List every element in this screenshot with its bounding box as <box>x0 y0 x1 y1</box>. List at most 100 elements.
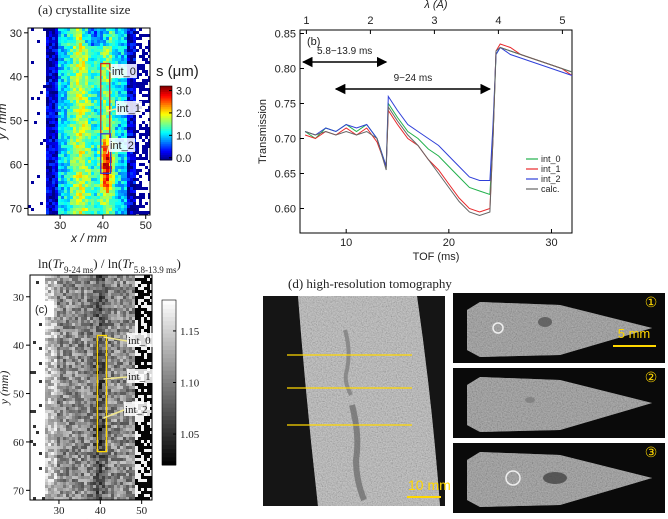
pixel <box>133 178 136 181</box>
pixel <box>54 314 57 317</box>
pixel <box>115 193 118 196</box>
pixel <box>91 121 94 124</box>
pixel <box>118 190 121 193</box>
pixel <box>141 449 144 452</box>
pixel <box>61 175 64 178</box>
pixel <box>88 103 91 106</box>
pixel <box>121 40 124 43</box>
pixel <box>63 338 66 341</box>
pixel <box>58 61 61 64</box>
pixel <box>99 386 102 389</box>
pixel <box>61 82 64 85</box>
pixel <box>73 211 76 214</box>
pixel <box>135 320 138 323</box>
pixel <box>105 332 108 335</box>
pixel <box>115 181 118 184</box>
pixel <box>73 109 76 112</box>
pixel <box>69 497 72 500</box>
pixel <box>147 494 150 497</box>
pixel <box>127 199 130 202</box>
pixel <box>57 344 60 347</box>
pixel <box>111 464 114 467</box>
pixel <box>117 389 120 392</box>
pixel <box>96 278 99 281</box>
pixel <box>120 302 123 305</box>
pixel <box>43 139 46 142</box>
pixel <box>123 296 126 299</box>
pixel <box>54 434 57 437</box>
pixel <box>126 491 129 494</box>
pixel <box>129 467 132 470</box>
pixel <box>96 491 99 494</box>
pixel <box>69 419 72 422</box>
pixel <box>150 452 152 455</box>
pixel <box>129 329 132 332</box>
pixel <box>61 169 64 172</box>
pixel <box>52 163 55 166</box>
pixel <box>49 130 52 133</box>
pixel <box>55 133 58 136</box>
pixel <box>102 386 105 389</box>
pixel <box>52 55 55 58</box>
pixel <box>63 461 66 464</box>
pixel <box>75 338 78 341</box>
pixel <box>61 172 64 175</box>
pixel <box>75 413 78 416</box>
pixel <box>115 205 118 208</box>
pixel <box>91 106 94 109</box>
pixel <box>90 428 93 431</box>
pixel <box>130 178 133 181</box>
pixel <box>58 118 61 121</box>
colorbar-segment <box>160 156 172 159</box>
pixel <box>97 28 100 31</box>
pixel <box>75 356 78 359</box>
pixel <box>58 163 61 166</box>
pixel <box>67 67 70 70</box>
pixel <box>124 160 127 163</box>
pixel <box>52 106 55 109</box>
pixel <box>55 61 58 64</box>
pixel <box>117 494 120 497</box>
pixel <box>93 482 96 485</box>
pixel <box>67 208 70 211</box>
pixel <box>115 55 118 58</box>
pixel <box>129 392 132 395</box>
pixel <box>61 43 64 46</box>
pixel <box>76 127 79 130</box>
pixel <box>112 79 115 82</box>
pixel <box>67 136 70 139</box>
pixel <box>52 130 55 133</box>
pixel <box>114 404 117 407</box>
pixel <box>148 55 150 58</box>
pixel <box>144 419 147 422</box>
pixel <box>142 88 145 91</box>
pixel <box>63 389 66 392</box>
pixel <box>45 398 48 401</box>
pixel <box>93 350 96 353</box>
pixel <box>126 329 129 332</box>
pixel <box>130 154 133 157</box>
pixel <box>97 160 100 163</box>
pixel <box>124 94 127 97</box>
pixel <box>99 287 102 290</box>
pixel <box>79 130 82 133</box>
pixel <box>69 275 72 278</box>
pixel <box>57 476 60 479</box>
pixel <box>72 407 75 410</box>
pixel <box>76 121 79 124</box>
pixel <box>48 374 51 377</box>
pixel <box>79 37 82 40</box>
pixel <box>117 281 120 284</box>
pixel <box>72 455 75 458</box>
pixel <box>85 118 88 121</box>
pixel <box>87 308 90 311</box>
pixel <box>46 184 49 187</box>
pixel <box>127 121 130 124</box>
pixel <box>81 374 84 377</box>
pixel <box>51 386 54 389</box>
pixel <box>147 296 150 299</box>
pixel <box>111 287 114 290</box>
pixel <box>64 196 67 199</box>
pixel <box>54 326 57 329</box>
pixel <box>135 398 138 401</box>
